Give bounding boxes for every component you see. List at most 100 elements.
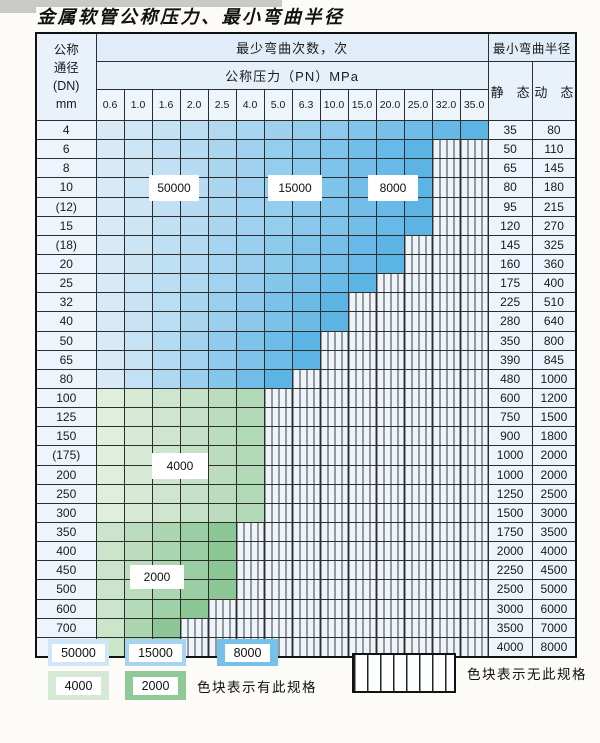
dn-cell: 125 <box>35 407 97 428</box>
spec-available-cell <box>179 407 209 428</box>
spec-available-cell <box>375 253 405 275</box>
dn-header-line: mm <box>55 97 77 112</box>
no-spec-cell <box>291 464 321 485</box>
spec-available-cell <box>263 273 293 294</box>
dynamic-radius-cell: 2000 <box>531 445 577 466</box>
spec-available-cell <box>291 215 321 236</box>
spec-available-cell <box>123 521 153 543</box>
spec-available-cell <box>263 349 293 370</box>
spec-available-cell <box>151 139 181 160</box>
spec-available-cell <box>151 119 181 141</box>
spec-available-cell <box>123 139 153 160</box>
no-spec-cell <box>403 368 433 389</box>
no-spec-cell <box>375 387 405 409</box>
spec-available-cell <box>263 330 293 351</box>
static-radius-cell: 120 <box>487 215 533 236</box>
no-spec-cell <box>263 426 293 447</box>
spec-available-cell <box>95 560 125 581</box>
no-spec-cell <box>347 464 377 485</box>
legend-swatch: 50000 <box>48 639 109 666</box>
spec-available-cell <box>179 253 209 275</box>
no-spec-cell <box>431 483 461 504</box>
legend-has-spec-text: 色块表示有此规格 <box>197 679 317 695</box>
no-spec-cell <box>431 464 461 485</box>
static-radius-cell: 480 <box>487 368 533 389</box>
no-spec-cell <box>347 598 377 619</box>
static-radius-cell: 4000 <box>487 636 533 658</box>
spec-available-cell <box>207 349 237 370</box>
no-spec-cell <box>235 617 265 638</box>
table-row: (18) 145 325 <box>35 234 577 255</box>
dn-cell: 700 <box>35 617 97 638</box>
zone-label: 50000 <box>149 175 199 201</box>
no-spec-cell <box>291 617 321 638</box>
spec-available-cell <box>375 234 405 255</box>
no-spec-cell <box>375 330 405 351</box>
spec-available-cell <box>235 330 265 351</box>
spec-available-cell <box>263 196 293 217</box>
no-spec-cell <box>459 387 489 409</box>
spec-available-cell <box>179 598 209 619</box>
spec-available-cell <box>151 387 181 409</box>
spec-available-cell <box>207 177 237 198</box>
no-spec-cell <box>375 426 405 447</box>
spec-available-cell <box>95 445 125 466</box>
dn-cell: 150 <box>35 426 97 447</box>
dn-header-line: 通径 <box>53 60 79 75</box>
spec-available-cell <box>151 253 181 275</box>
legend-swatch-label: 4000 <box>55 676 102 695</box>
dn-cell: 15 <box>35 215 97 236</box>
spec-available-cell <box>151 598 181 619</box>
pressure-col-header: 32.0 <box>431 89 461 121</box>
no-spec-cell <box>291 445 321 466</box>
table-row: 65 390 845 <box>35 349 577 370</box>
spec-available-cell <box>95 177 125 198</box>
no-spec-cell <box>459 368 489 389</box>
no-spec-cell <box>431 234 461 255</box>
spec-available-cell <box>95 215 125 236</box>
no-spec-cell <box>431 541 461 562</box>
no-spec-cell <box>347 617 377 638</box>
spec-available-cell <box>207 196 237 217</box>
no-spec-cell <box>431 273 461 294</box>
spec-available-cell <box>123 196 153 217</box>
spec-available-cell <box>179 234 209 255</box>
table-row: 350 1750 3500 <box>35 521 577 543</box>
no-spec-cell <box>431 253 461 275</box>
no-spec-cell <box>347 407 377 428</box>
spec-available-cell <box>123 541 153 562</box>
spec-available-cell <box>123 311 153 332</box>
no-spec-cell <box>375 579 405 600</box>
no-spec-cell <box>291 407 321 428</box>
spec-available-cell <box>207 330 237 351</box>
spec-available-cell <box>179 139 209 160</box>
no-spec-cell <box>263 617 293 638</box>
dynamic-radius-cell: 1800 <box>531 426 577 447</box>
spec-available-cell <box>123 330 153 351</box>
zone-label: 4000 <box>152 453 208 479</box>
spec-available-cell <box>95 464 125 485</box>
dn-cell: 6 <box>35 139 97 160</box>
static-radius-cell: 600 <box>487 387 533 409</box>
dn-cell: 450 <box>35 560 97 581</box>
zone-label: 2000 <box>130 565 184 589</box>
no-spec-cell <box>431 598 461 619</box>
no-spec-cell <box>319 598 349 619</box>
table-row: 450 2250 4500 <box>35 560 577 581</box>
spec-available-cell <box>347 158 377 179</box>
spec-available-cell <box>207 292 237 313</box>
static-radius-cell: 65 <box>487 158 533 179</box>
no-spec-cell <box>291 483 321 504</box>
spec-available-cell <box>207 445 237 466</box>
spec-available-cell <box>263 158 293 179</box>
no-spec-cell <box>347 636 377 658</box>
spec-available-cell <box>263 368 293 389</box>
spec-available-cell <box>179 502 209 523</box>
spec-available-cell <box>123 368 153 389</box>
spec-available-cell <box>235 368 265 389</box>
spec-available-cell <box>403 215 433 236</box>
spec-available-cell <box>207 215 237 236</box>
dynamic-radius-cell: 1500 <box>531 407 577 428</box>
spec-available-cell <box>207 253 237 275</box>
static-radius-cell: 900 <box>487 426 533 447</box>
